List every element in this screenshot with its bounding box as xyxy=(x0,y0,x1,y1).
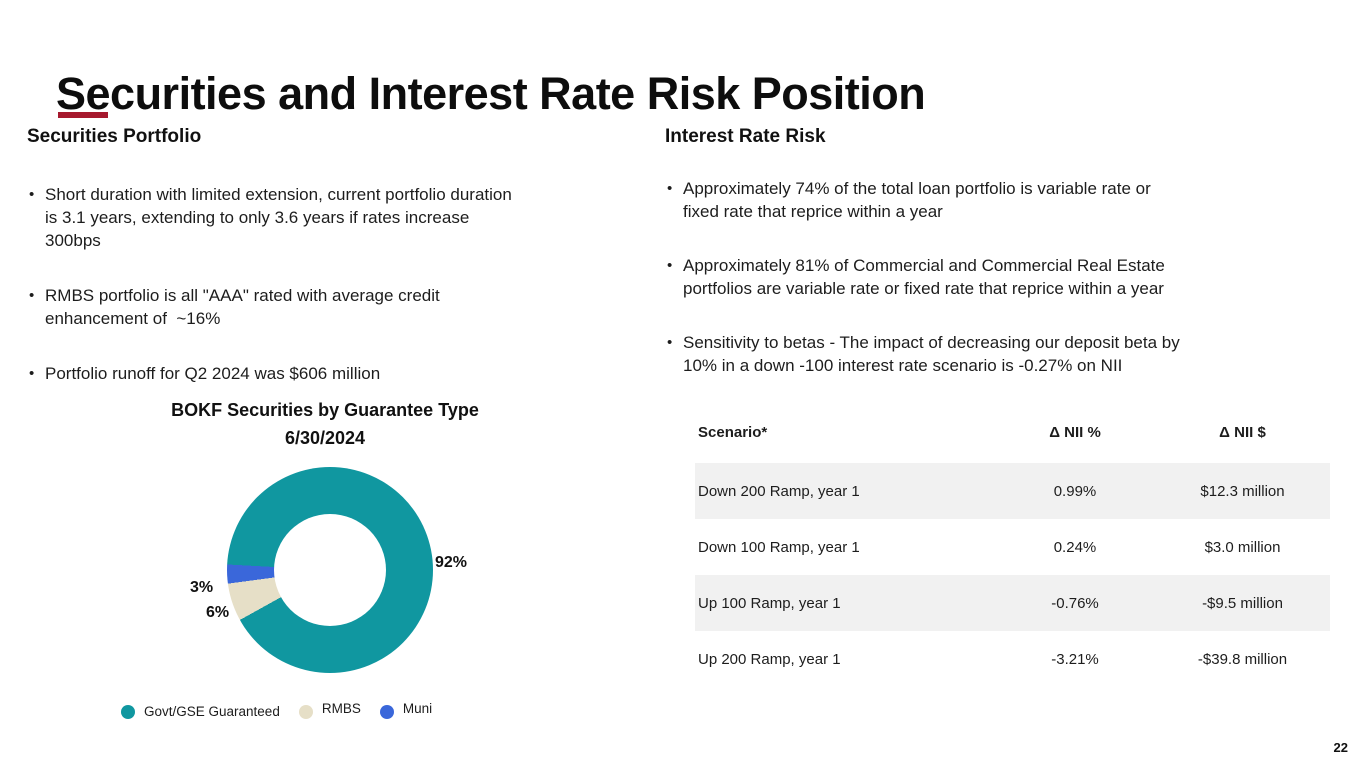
rmbs-legend-dot-icon xyxy=(298,704,313,719)
securities-portfolio-heading: Securities Portfolio xyxy=(27,126,202,147)
interest-rate-risk-heading: Interest Rate Risk xyxy=(665,126,826,147)
cell-nii-pct: -3.21% xyxy=(1051,650,1099,668)
page-title: Securities and Interest Rate Risk Positi… xyxy=(56,68,926,120)
interest-rate-risk-bullets: Approximately 74% of the total loan port… xyxy=(665,177,1323,408)
legend-label: Muni xyxy=(402,701,433,716)
cell-scenario: Down 100 Ramp, year 1 xyxy=(698,538,860,556)
bullet-item: Approximately 74% of the total loan port… xyxy=(665,177,1323,223)
donut-label-rmbs: 6% xyxy=(206,604,230,621)
cell-nii-pct: 0.99% xyxy=(1053,482,1097,500)
bullet-item: Sensitivity to betas - The impact of dec… xyxy=(665,331,1323,377)
cell-scenario: Down 200 Ramp, year 1 xyxy=(698,482,860,500)
header-nii-pct: Δ NII % xyxy=(1049,424,1101,441)
legend-item-govt: Govt/GSE Guaranteed xyxy=(121,704,280,719)
cell-nii-usd: $3.0 million xyxy=(1204,538,1281,556)
cell-nii-pct: 0.24% xyxy=(1053,538,1097,556)
cell-nii-pct: -0.76% xyxy=(1051,594,1099,612)
cell-nii-usd: -$39.8 million xyxy=(1197,650,1288,668)
donut-chart xyxy=(227,467,433,673)
donut-hole xyxy=(274,514,386,626)
table-row: Up 100 Ramp, year 1 -0.76% -$9.5 million xyxy=(695,575,1330,631)
chart-title: BOKF Securities by Guarantee Type 6/30/2… xyxy=(105,396,545,452)
legend-item-rmbs: RMBS xyxy=(298,701,361,719)
legend-label: Govt/GSE Guaranteed xyxy=(144,704,280,719)
muni-legend-dot-icon xyxy=(379,704,394,719)
table-row: Down 200 Ramp, year 1 0.99% $12.3 millio… xyxy=(695,463,1330,519)
bullet-item: Short duration with limited extension, c… xyxy=(27,183,655,252)
legend-label: RMBS xyxy=(321,701,361,716)
cell-scenario: Up 200 Ramp, year 1 xyxy=(698,650,841,668)
nii-scenario-table: Scenario* Δ NII % Δ NII $ Down 200 Ramp,… xyxy=(695,402,1330,687)
cell-nii-usd: $12.3 million xyxy=(1200,482,1285,500)
chart-title-line1: BOKF Securities by Guarantee Type xyxy=(171,400,479,420)
title-accent-bar xyxy=(58,112,108,118)
header-scenario: Scenario* xyxy=(698,424,768,441)
bullet-item: Approximately 81% of Commercial and Comm… xyxy=(665,254,1323,300)
page-number: 22 xyxy=(1333,740,1348,755)
header-nii-usd: Δ NII $ xyxy=(1219,424,1266,441)
table-header-row: Scenario* Δ NII % Δ NII $ xyxy=(695,402,1330,463)
bullet-item: RMBS portfolio is all "AAA" rated with a… xyxy=(27,284,655,330)
donut-label-muni: 3% xyxy=(190,579,214,596)
chart-legend: Govt/GSE Guaranteed RMBS Muni xyxy=(121,701,433,719)
chart-title-date: 6/30/2024 xyxy=(284,428,366,448)
legend-item-muni: Muni xyxy=(379,701,433,719)
donut-label-govt: 92% xyxy=(435,554,468,571)
cell-scenario: Up 100 Ramp, year 1 xyxy=(698,594,841,612)
table-row: Up 200 Ramp, year 1 -3.21% -$39.8 millio… xyxy=(695,631,1330,687)
cell-nii-usd: -$9.5 million xyxy=(1202,594,1283,612)
securities-portfolio-bullets: Short duration with limited extension, c… xyxy=(27,183,655,417)
govt-legend-dot-icon xyxy=(121,704,135,719)
bullet-item: Portfolio runoff for Q2 2024 was $606 mi… xyxy=(27,362,655,385)
table-row: Down 100 Ramp, year 1 0.24% $3.0 million xyxy=(695,519,1330,575)
